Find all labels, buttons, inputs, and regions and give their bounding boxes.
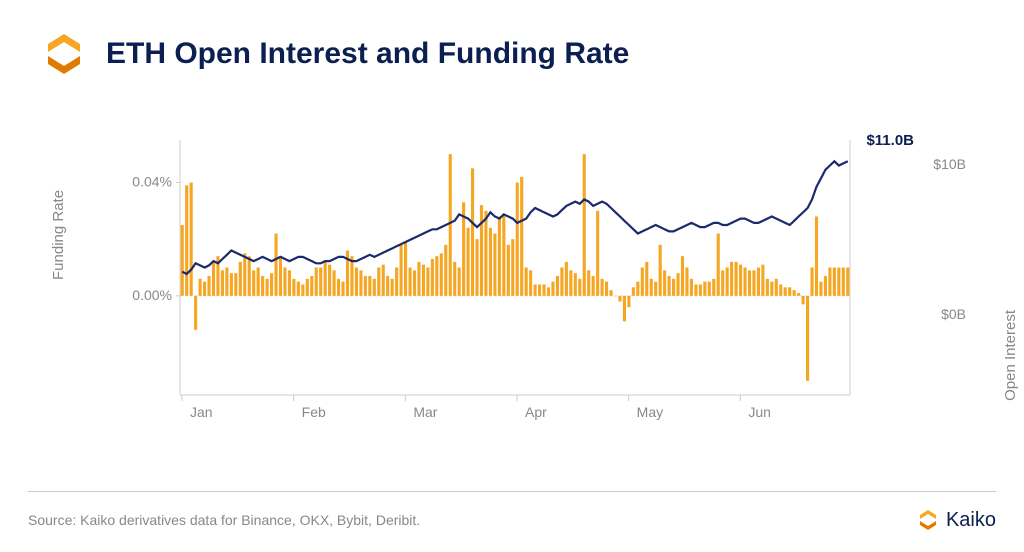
svg-text:Apr: Apr — [525, 404, 547, 420]
footer-brand: Kaiko — [916, 508, 996, 532]
svg-text:Jan: Jan — [190, 404, 213, 420]
footer: Source: Kaiko derivatives data for Binan… — [0, 508, 1024, 532]
kaiko-logo-small-icon — [916, 508, 940, 532]
svg-text:Feb: Feb — [302, 404, 326, 420]
source-text: Source: Kaiko derivatives data for Binan… — [28, 512, 420, 528]
svg-text:Jun: Jun — [748, 404, 771, 420]
footer-brand-name: Kaiko — [946, 509, 996, 532]
y-axis-left-label: Funding Rate — [50, 190, 67, 280]
footer-divider — [28, 491, 996, 492]
svg-text:0.04%: 0.04% — [132, 174, 172, 190]
chart-area: 0.00% 0.04% Jan Feb Mar Apr May Jun — [120, 135, 890, 435]
svg-text:0.00%: 0.00% — [132, 287, 172, 303]
svg-text:May: May — [637, 404, 663, 420]
page-title: ETH Open Interest and Funding Rate — [106, 37, 629, 71]
svg-text:Mar: Mar — [413, 404, 437, 420]
y-axis-right-label: Open Interest — [1002, 310, 1019, 401]
y2-tick-10: $10B — [933, 156, 966, 172]
kaiko-logo-icon — [40, 30, 88, 78]
y2-tick-0: $0B — [941, 306, 966, 322]
header: ETH Open Interest and Funding Rate — [0, 0, 1024, 88]
chart-svg: 0.00% 0.04% Jan Feb Mar Apr May Jun — [120, 135, 890, 435]
